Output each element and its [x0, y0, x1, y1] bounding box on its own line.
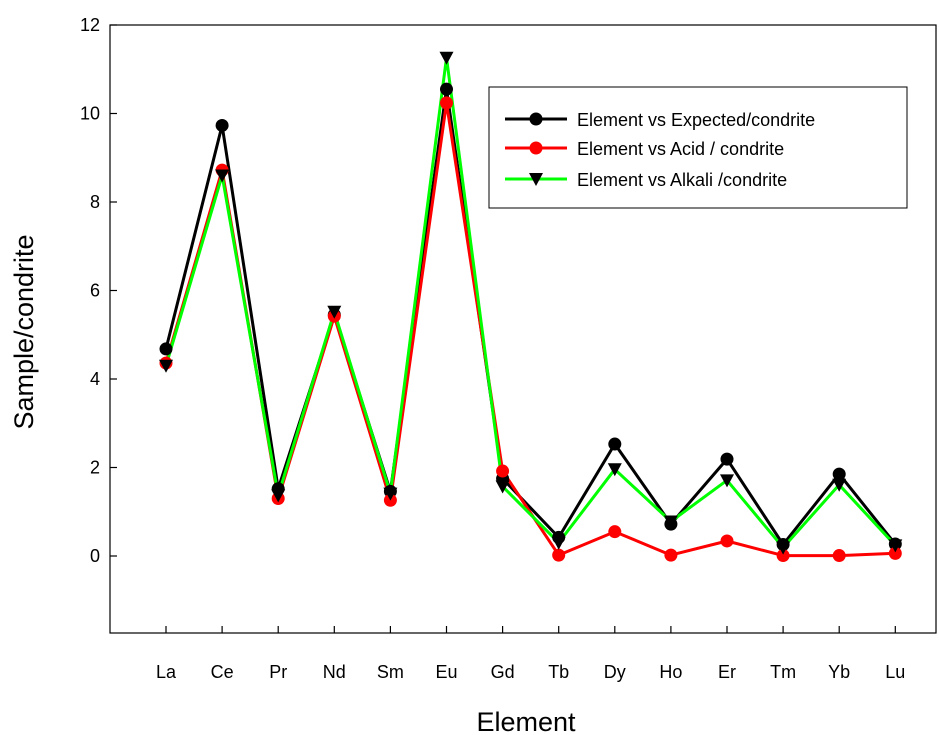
x-tick-label: Gd — [491, 662, 515, 682]
legend-item-acid: Element vs Acid / condrite — [505, 139, 784, 159]
data-point — [215, 118, 229, 132]
data-point — [495, 480, 510, 494]
legend-marker-acid — [529, 141, 543, 155]
data-point — [832, 467, 846, 481]
data-point — [888, 539, 903, 553]
legend-item-expected: Element vs Expected/condrite — [505, 110, 815, 130]
legend-item-alkali: Element vs Alkali /condrite — [505, 170, 787, 190]
data-point — [664, 548, 678, 562]
legend-marker-expected — [529, 112, 543, 126]
x-tick-label: Lu — [885, 662, 905, 682]
data-point — [327, 305, 342, 319]
y-tick-label: 12 — [80, 15, 100, 35]
legend-label-expected: Element vs Expected/condrite — [577, 110, 815, 130]
data-point — [271, 489, 286, 503]
data-point — [496, 464, 510, 478]
legend-marker-alkali — [529, 173, 543, 186]
y-tick-label: 10 — [80, 104, 100, 124]
x-tick-label: Tb — [548, 662, 569, 682]
legend-label-acid: Element vs Acid / condrite — [577, 139, 784, 159]
plot-frame — [109, 24, 937, 634]
data-point — [551, 536, 566, 550]
x-axis: La Ce Pr Nd Sm Eu Gd Tb Dy Ho Er Tm Yb Lu — [156, 626, 905, 682]
x-tick-label: Ce — [211, 662, 234, 682]
data-point — [159, 342, 173, 356]
legend: Element vs Expected/condrite Element vs … — [488, 86, 908, 209]
x-tick-label: Eu — [435, 662, 457, 682]
series-layer — [159, 51, 903, 563]
data-point — [888, 546, 902, 560]
legend-label-alkali: Element vs Alkali /condrite — [577, 170, 787, 190]
y-tick-label: 0 — [90, 546, 100, 566]
data-point — [607, 463, 622, 477]
y-tick-label: 2 — [90, 458, 100, 478]
x-tick-label: Nd — [323, 662, 346, 682]
data-point — [663, 515, 678, 529]
x-tick-label: Yb — [828, 662, 850, 682]
data-point — [776, 549, 790, 563]
y-tick-label: 6 — [90, 281, 100, 301]
data-point — [832, 478, 847, 492]
data-point — [552, 548, 566, 562]
x-tick-label: Dy — [604, 662, 626, 682]
y-tick-label: 4 — [90, 369, 100, 389]
data-point — [720, 474, 734, 488]
x-tick-label: Sm — [377, 662, 404, 682]
data-point — [159, 359, 173, 373]
series-line — [164, 56, 897, 550]
data-point — [832, 549, 846, 563]
data-point — [720, 534, 734, 548]
x-tick-label: Ho — [659, 662, 682, 682]
y-axis: 0 2 4 6 8 10 12 — [80, 15, 117, 566]
data-point — [383, 487, 398, 501]
data-point — [720, 452, 734, 466]
data-point — [776, 541, 791, 555]
x-axis-title: Element — [476, 707, 576, 735]
y-axis-title: Sample/condrite — [9, 234, 39, 429]
data-point — [440, 96, 453, 110]
y-tick-label: 8 — [90, 192, 100, 212]
x-tick-label: Tm — [770, 662, 796, 682]
data-point — [608, 437, 622, 451]
data-point — [440, 82, 453, 96]
data-point — [608, 525, 622, 539]
data-point — [439, 51, 454, 65]
data-point — [215, 169, 230, 183]
x-tick-label: Er — [718, 662, 736, 682]
x-tick-label: La — [156, 662, 177, 682]
x-tick-label: Pr — [269, 662, 287, 682]
